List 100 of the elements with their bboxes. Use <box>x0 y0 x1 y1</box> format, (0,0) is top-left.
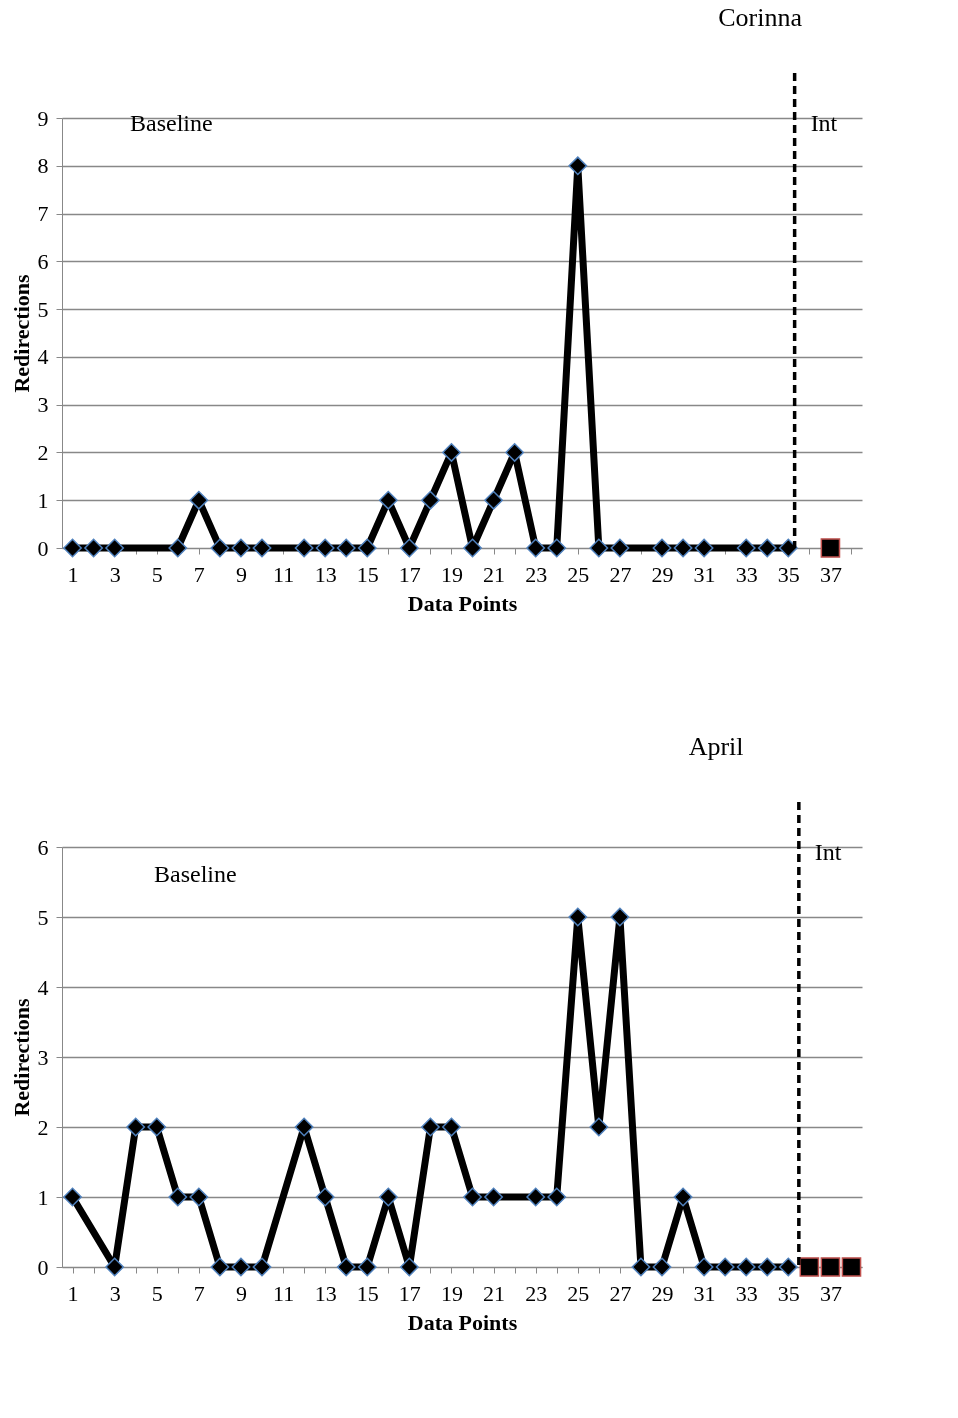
point <box>210 538 230 558</box>
y-tick-label: 4 <box>37 344 49 370</box>
x-tick-label: 9 <box>235 561 247 587</box>
point <box>673 1187 693 1207</box>
point <box>568 156 588 176</box>
point <box>252 538 272 558</box>
point <box>357 538 377 558</box>
y-tick-label: 9 <box>37 105 49 131</box>
point <box>652 1257 672 1277</box>
chart-title: Corinna <box>718 3 803 33</box>
y-tick-label: 6 <box>37 834 49 860</box>
x-tick-label: 17 <box>398 1280 421 1306</box>
x-tick-label: 35 <box>777 1280 800 1306</box>
point <box>399 538 419 558</box>
x-tick-label: 27 <box>609 561 632 587</box>
annotation: Baseline <box>154 861 237 887</box>
point <box>820 538 841 558</box>
x-tick-label: 27 <box>609 1280 632 1306</box>
y-tick-label: 3 <box>37 1044 49 1070</box>
y-tick-label: 2 <box>37 1114 49 1140</box>
point <box>505 443 525 462</box>
x-tick-label: 5 <box>151 561 163 587</box>
point <box>484 490 503 510</box>
y-tick-label: 5 <box>37 296 49 322</box>
x-tick-label: 9 <box>235 1280 247 1306</box>
point <box>421 490 440 510</box>
point <box>736 538 756 558</box>
y-tick-label: 5 <box>37 904 49 930</box>
y-axis-title: Redirections <box>8 274 34 393</box>
point <box>231 538 251 558</box>
y-tick-label: 6 <box>37 248 49 274</box>
point <box>315 1187 335 1207</box>
point <box>673 538 693 558</box>
point <box>757 1257 777 1277</box>
ref-line-label: Int <box>810 110 838 136</box>
point <box>778 1257 798 1277</box>
point <box>610 538 630 558</box>
chart-title: April <box>688 732 744 762</box>
y-tick-label: 4 <box>37 974 49 1000</box>
x-tick-label: 5 <box>151 1280 163 1306</box>
x-tick-label: 7 <box>193 561 205 587</box>
point <box>315 538 335 558</box>
point <box>736 1257 756 1277</box>
point <box>336 538 356 558</box>
point <box>294 538 314 558</box>
point <box>84 538 103 558</box>
x-tick-label: 29 <box>651 1280 674 1306</box>
point <box>547 538 567 558</box>
point <box>105 1257 125 1277</box>
point <box>610 907 630 927</box>
point <box>378 490 398 510</box>
point <box>442 443 461 462</box>
point <box>336 1257 356 1277</box>
point <box>526 538 546 558</box>
point <box>168 538 188 558</box>
point <box>694 538 714 558</box>
x-axis-title: Data Points <box>407 1309 518 1335</box>
x-tick-label: 15 <box>356 561 379 587</box>
point <box>841 1257 862 1277</box>
y-tick-label: 3 <box>37 392 49 418</box>
x-axis-title: Data Points <box>407 590 518 616</box>
point <box>694 1257 714 1277</box>
x-tick-label: 13 <box>314 1280 337 1306</box>
y-tick-label: 1 <box>37 1184 49 1210</box>
x-tick-label: 21 <box>483 1280 506 1306</box>
point <box>652 538 672 558</box>
point <box>399 1257 419 1277</box>
annotation: Baseline <box>130 110 213 136</box>
x-tick-label: 33 <box>735 561 758 587</box>
point <box>568 907 588 927</box>
point <box>147 1117 167 1137</box>
point <box>294 1117 314 1137</box>
point <box>463 538 482 558</box>
point <box>589 538 609 558</box>
point <box>357 1257 377 1277</box>
point <box>820 1257 841 1277</box>
y-tick-label: 2 <box>37 439 49 465</box>
x-tick-label: 23 <box>525 561 548 587</box>
x-tick-label: 29 <box>651 561 674 587</box>
point <box>547 1187 567 1207</box>
point <box>715 1257 735 1277</box>
x-tick-label: 31 <box>693 561 716 587</box>
point <box>168 1187 188 1207</box>
x-tick-label: 13 <box>314 561 337 587</box>
x-tick-label: 25 <box>567 1280 590 1306</box>
point <box>631 1257 651 1277</box>
y-tick-label: 0 <box>37 535 49 561</box>
x-tick-label: 37 <box>819 1280 842 1306</box>
point <box>442 1117 461 1137</box>
point <box>63 1187 82 1207</box>
x-tick-label: 3 <box>109 1280 121 1306</box>
y-tick-label: 1 <box>37 487 49 513</box>
point <box>105 538 125 558</box>
x-tick-label: 37 <box>819 561 842 587</box>
x-tick-label: 19 <box>440 1280 463 1306</box>
point <box>126 1117 146 1137</box>
x-tick-label: 25 <box>567 561 590 587</box>
x-tick-label: 21 <box>483 561 506 587</box>
x-tick-label: 15 <box>356 1280 379 1306</box>
point <box>231 1257 251 1277</box>
